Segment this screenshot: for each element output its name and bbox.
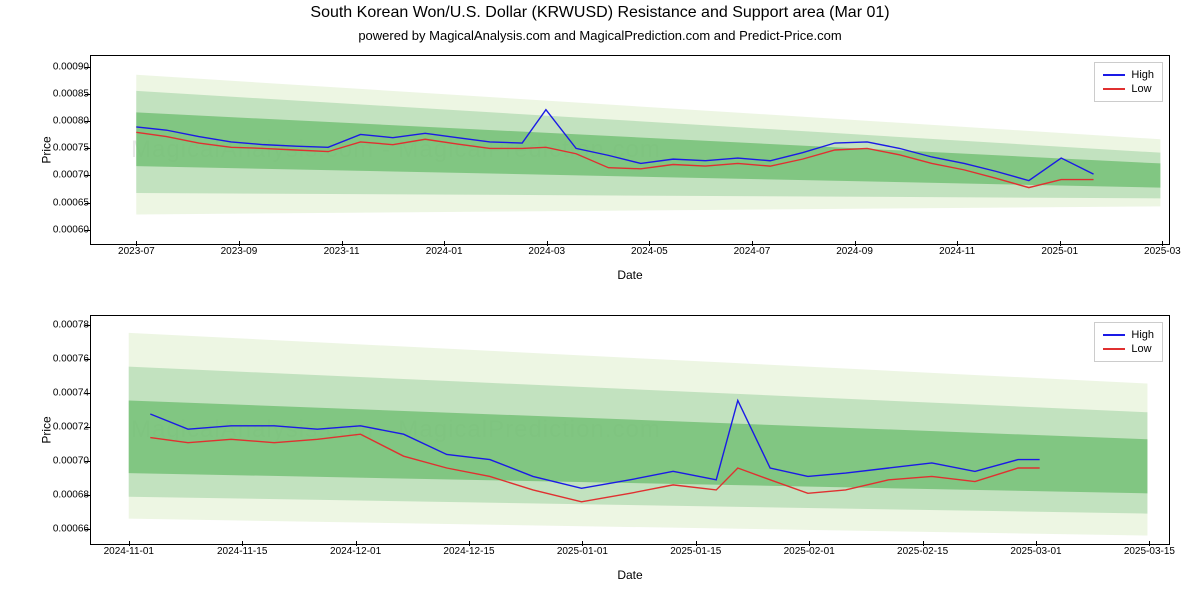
x-tick-label: 2025-02-01 [784,546,835,557]
x-axis-label: Date [91,568,1169,582]
x-tick-label: 2024-12-01 [330,546,381,557]
x-tick-label: 2024-09 [836,246,873,257]
legend-row: High [1103,329,1154,341]
y-tick-label: 0.00072 [19,421,89,432]
x-tick-label: 2024-11 [939,246,975,257]
legend: High Low [1094,322,1163,362]
y-tick-label: 0.00080 [19,116,89,127]
bottom-chart: Price Date MagicalAnalysis.com - Magical… [90,315,1170,545]
x-ticks-bottom: 2024-11-01 2024-11-15 2024-12-01 2024-12-15… [91,546,1169,564]
y-tick-label: 0.00090 [19,61,89,72]
x-ticks-top: 2023-07 2023-09 2023-11 2024-01 2024-03 2024-… [91,246,1169,264]
x-tick-label: 2023-11 [324,246,360,257]
x-tick-label: 2025-01 [1041,246,1078,257]
y-tick-label: 0.00066 [19,523,89,534]
y-tick-label: 0.00074 [19,387,89,398]
legend-swatch [1103,348,1125,350]
y-tick-label: 0.00070 [19,455,89,466]
y-tick-label: 0.00075 [19,143,89,154]
legend-swatch [1103,74,1125,76]
x-tick-label: 2025-01-15 [670,546,721,557]
x-tick-label: 2024-01 [426,246,463,257]
y-tick-label: 0.00070 [19,170,89,181]
y-ticks-bottom: 0.00066 0.00068 0.00070 0.00072 0.00074 0.000… [19,316,89,544]
x-tick-label: 2025-03-01 [1010,546,1061,557]
legend-label: Low [1131,83,1151,95]
legend-row: Low [1103,343,1154,355]
legend-swatch [1103,334,1125,336]
y-tick-label: 0.00065 [19,197,89,208]
x-tick-label: 2023-07 [118,246,155,257]
y-tick-label: 0.00076 [19,353,89,364]
top-chart-plot [91,56,1169,244]
x-tick-label: 2024-05 [631,246,668,257]
x-axis-label: Date [91,268,1169,282]
chart-main-title: South Korean Won/U.S. Dollar (KRWUSD) Re… [0,4,1200,22]
x-tick-label: 2025-03-15 [1124,546,1175,557]
legend-label: High [1131,329,1154,341]
top-chart: Price Date MagicalAnalysis.com - Magical… [90,55,1170,245]
x-tick-label: 2025-01-01 [557,546,608,557]
legend-row: Low [1103,83,1154,95]
x-tick-label: 2024-11-01 [104,546,154,557]
x-tick-label: 2024-12-15 [443,546,494,557]
y-ticks-top: 0.00060 0.00065 0.00070 0.00075 0.00080 0.000… [19,56,89,244]
bottom-chart-plot [91,316,1169,544]
x-tick-label: 2025-02-15 [897,546,948,557]
y-tick-label: 0.00085 [19,89,89,100]
chart-subtitle: powered by MagicalAnalysis.com and Magic… [0,28,1200,43]
x-tick-label: 2024-03 [528,246,565,257]
legend-label: High [1131,69,1154,81]
page-container: { "titles": { "main": "South Korean Won/… [0,0,1200,600]
y-tick-label: 0.00078 [19,319,89,330]
x-tick-label: 2025-03 [1144,246,1181,257]
legend: High Low [1094,62,1163,102]
legend-label: Low [1131,343,1151,355]
legend-swatch [1103,88,1125,90]
x-tick-label: 2023-09 [221,246,258,257]
x-tick-label: 2024-11-15 [217,546,267,557]
legend-row: High [1103,69,1154,81]
y-tick-label: 0.00068 [19,489,89,500]
x-tick-label: 2024-07 [734,246,771,257]
y-tick-label: 0.00060 [19,224,89,235]
